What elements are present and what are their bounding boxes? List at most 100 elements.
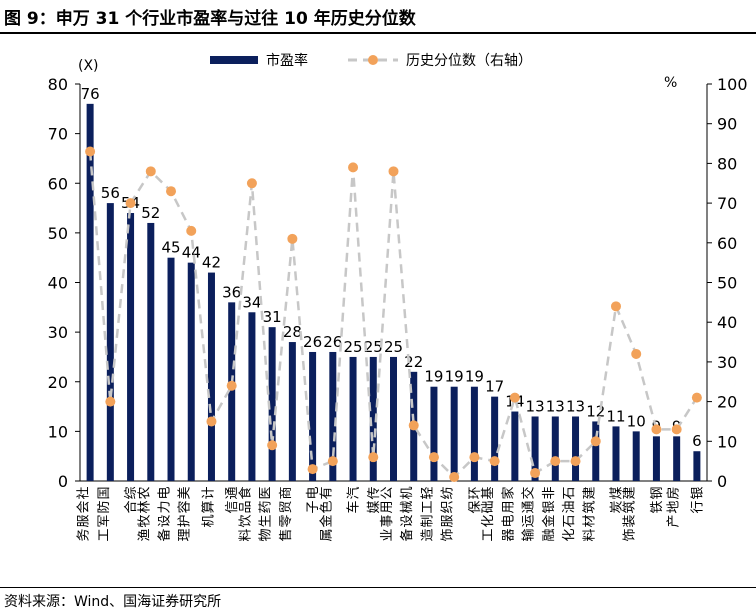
x-tick-label-char: 非 <box>542 486 557 499</box>
percentile-point <box>368 452 379 463</box>
bar-value-label: 13 <box>546 397 565 415</box>
bar <box>652 436 660 481</box>
percentile-point <box>226 380 237 391</box>
x-tick-label-char: 饮 <box>238 514 253 527</box>
x-tick-label-char: 铁 <box>650 500 665 513</box>
left-tick-label: 80 <box>48 75 68 94</box>
x-tick-label-char: 工 <box>421 500 436 513</box>
bar <box>572 416 580 481</box>
bar-value-label: 76 <box>81 85 100 103</box>
bar <box>86 103 94 481</box>
bar <box>390 356 397 481</box>
x-tick-label-char: 石 <box>562 486 577 499</box>
x-tick-label-char: 媒 <box>367 500 382 513</box>
x-tick-label-char: 金 <box>318 514 334 527</box>
percentile-point <box>105 396 116 407</box>
x-tick-label-char: 色 <box>318 500 334 513</box>
x-tick-label-char: 林 <box>137 500 152 513</box>
bar-value-label: 19 <box>445 368 464 386</box>
bar-value-label: 31 <box>263 308 282 326</box>
bar-value-label: 13 <box>566 397 585 415</box>
bar <box>673 436 681 481</box>
left-tick-label: 50 <box>48 224 68 243</box>
percentile-point <box>651 424 662 435</box>
x-tick-label-char: 交 <box>521 486 537 499</box>
bar-value-label: 10 <box>627 412 646 430</box>
x-tick-label-char: 行 <box>690 500 705 513</box>
x-tick-label-char: 商 <box>279 486 294 499</box>
bar <box>592 421 600 481</box>
bar-value-label: 56 <box>101 184 120 202</box>
bar <box>248 312 256 481</box>
x-tick-label-char: 工 <box>481 528 496 541</box>
x-tick-label-char: 设 <box>158 514 173 527</box>
x-labels: 社会服务国防军工综合农林牧渔电力设备美容护理计算机通信食品饮料医药生物商贸零售电… <box>76 486 706 541</box>
x-tick-label-char: 装 <box>623 514 638 527</box>
x-tick-label-char: 纺 <box>441 486 456 499</box>
x-tick-label-char: 牧 <box>137 514 152 527</box>
percentile-point <box>550 456 561 467</box>
bar <box>207 272 215 481</box>
x-tick-label-char: 备 <box>157 528 173 541</box>
left-tick-label: 10 <box>48 422 68 441</box>
x-tick-label-char: 理 <box>178 528 193 541</box>
x-tick-label-char: 物 <box>259 528 274 541</box>
bar <box>187 262 195 481</box>
percentile-point <box>449 472 460 483</box>
x-tick-label-char: 设 <box>400 514 415 527</box>
percentile-point <box>85 146 96 157</box>
bar-value-label: 26 <box>303 333 322 351</box>
bar-value-label: 26 <box>323 333 342 351</box>
x-tick-label-char: 器 <box>501 528 516 541</box>
left-axis-unit: (X) <box>78 58 99 74</box>
x-tick-label-char: 机 <box>202 514 217 527</box>
x-tick-label-char: 电 <box>306 486 321 499</box>
x-tick-label-char: 备 <box>399 528 415 541</box>
footer-divider <box>0 587 756 588</box>
left-tick-label: 20 <box>48 373 68 392</box>
bar-value-label: 11 <box>606 407 625 425</box>
x-tick-label-char: 汽 <box>347 486 362 499</box>
bar <box>309 351 317 481</box>
x-tick-label-char: 信 <box>225 500 240 513</box>
x-tick-label-char: 煤 <box>610 486 625 499</box>
bar <box>127 213 135 481</box>
x-tick-label-char: 综 <box>124 486 139 499</box>
percentile-point <box>186 225 197 236</box>
x-tick-label-char: 建 <box>582 486 597 499</box>
percentile-point <box>691 392 702 403</box>
x-tick-label-char: 输 <box>521 528 537 541</box>
x-tick-label-char: 础 <box>481 500 496 513</box>
bar <box>329 351 337 481</box>
bar <box>531 416 539 481</box>
legend-line-marker <box>368 55 378 65</box>
x-tick-label-char: 药 <box>259 500 274 513</box>
x-tick-label-char: 会 <box>77 500 92 513</box>
percentile-point <box>489 456 500 467</box>
x-tick-label-char: 社 <box>76 486 92 499</box>
bar <box>349 356 357 481</box>
bar <box>612 426 620 481</box>
right-axis-unit: % <box>664 75 677 91</box>
bar <box>228 302 236 481</box>
right-tick-label: 60 <box>717 234 737 253</box>
right-tick-label: 40 <box>717 313 737 332</box>
x-tick-label-char: 用 <box>380 500 395 513</box>
bar-value-label: 13 <box>526 397 545 415</box>
percentile-point <box>166 186 177 197</box>
x-tick-label-char: 化 <box>481 514 496 527</box>
legend-bar-swatch <box>210 56 258 64</box>
x-tick-label-char: 贸 <box>279 500 294 513</box>
x-tick-label-char: 料 <box>582 528 597 541</box>
left-tick-label: 0 <box>58 472 68 491</box>
left-tick-label: 30 <box>48 323 68 342</box>
axes: 0 10 20 30 40 50 60 70 80 0 10 20 30 40 50 60 70 80 90 100 <box>48 75 748 491</box>
x-tick-label-char: 运 <box>522 514 537 527</box>
right-tick-label: 20 <box>717 393 737 412</box>
x-tick-label-char: 公 <box>380 486 395 499</box>
legend-line-label: 历史分位数（右轴） <box>406 53 532 69</box>
x-tick-label-char: 传 <box>367 486 382 499</box>
bar <box>450 386 458 481</box>
bar-value-label: 19 <box>424 368 443 386</box>
